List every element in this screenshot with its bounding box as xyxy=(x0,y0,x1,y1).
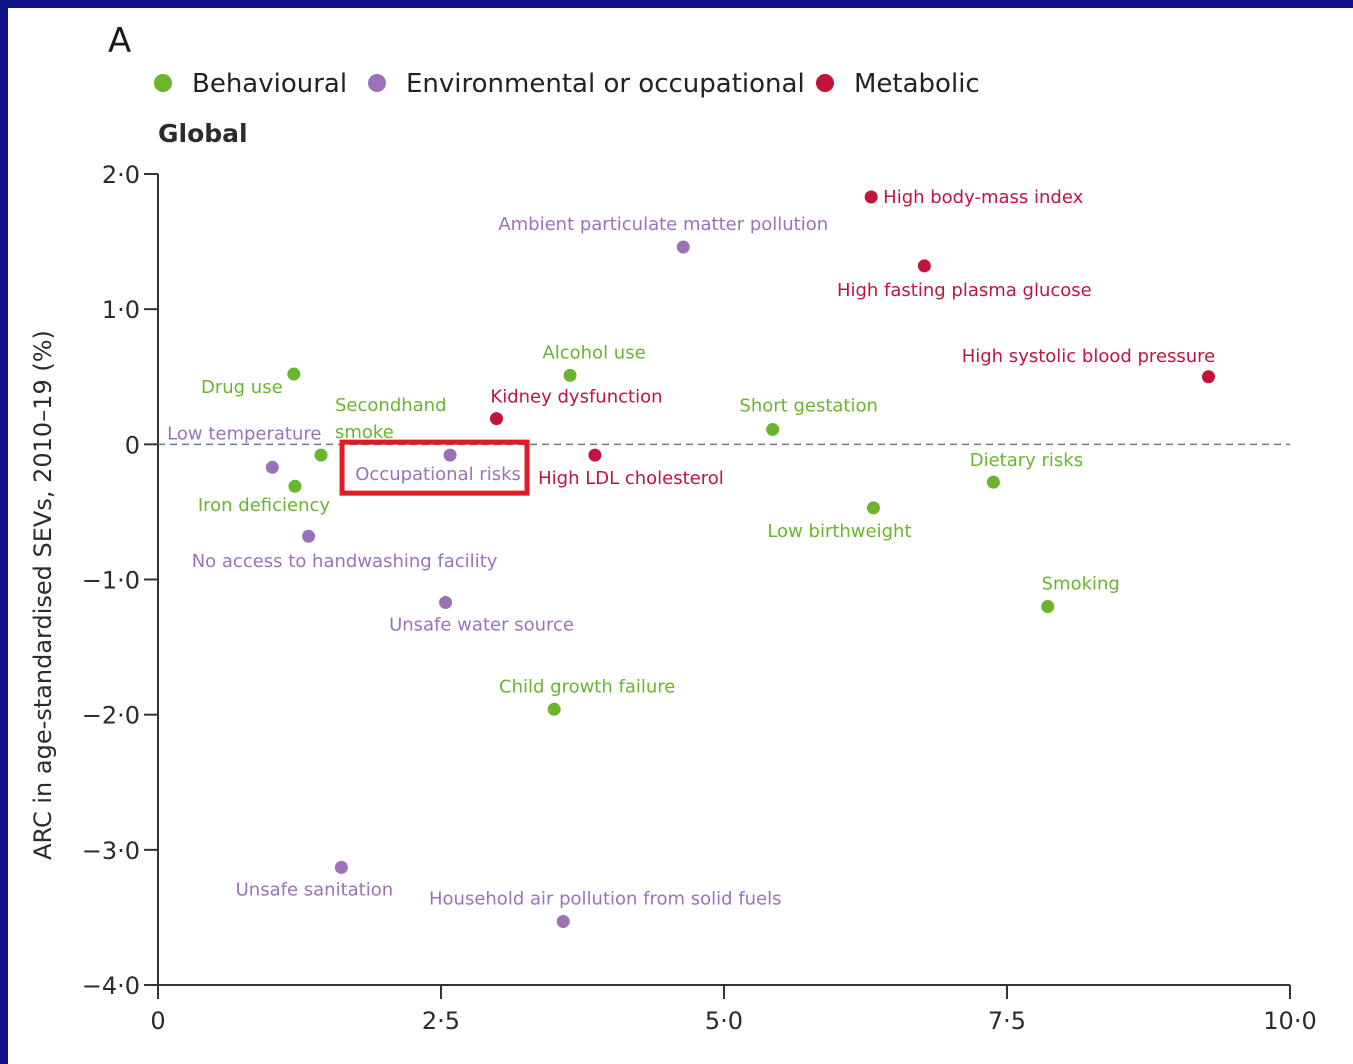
y-tick-label: −2·0 xyxy=(82,702,140,730)
y-tick-label: 0 xyxy=(125,431,140,459)
point-low-birthweight xyxy=(866,501,880,515)
label-high-systolic-blood-pressure: High systolic blood pressure xyxy=(962,346,1216,367)
point-high-systolic-blood-pressure xyxy=(1201,370,1215,384)
label-unsafe-sanitation: Unsafe sanitation xyxy=(236,879,394,900)
x-tick-label: 0 xyxy=(150,1007,165,1035)
scatter-chart: A Behavioural Environmental or occupation… xyxy=(29,21,1317,1035)
x-tick-label: 7·5 xyxy=(988,1007,1026,1035)
point-no-access-to-handwashing-facility xyxy=(302,529,316,543)
point-high-body-mass-index xyxy=(864,190,878,204)
data-labels: High body-mass index High fasting plasma … xyxy=(167,187,1215,909)
y-tick-label: −3·0 xyxy=(82,837,140,865)
point-child-growth-failure xyxy=(547,702,561,716)
legend-marker-behavioural xyxy=(154,74,172,92)
y-axis-label: ARC in age-standardised SEVs, 2010–19 (%… xyxy=(29,330,57,860)
label-iron-deficiency: Iron deficiency xyxy=(198,495,331,516)
label-smoking: Smoking xyxy=(1042,574,1120,595)
label-secondhand-smoke: Secondhand smoke xyxy=(335,395,447,443)
label-alcohol-use: Alcohol use xyxy=(542,342,645,363)
label-short-gestation: Short gestation xyxy=(739,395,877,416)
legend: Behavioural Environmental or occupational… xyxy=(154,69,980,99)
legend-marker-environmental-or-occupational xyxy=(368,74,386,92)
chart-subtitle: Global xyxy=(158,119,248,148)
label-no-access-to-handwashing-facility: No access to handwashing facility xyxy=(192,551,498,572)
y-tick-label: 1·0 xyxy=(102,296,140,324)
panel-letter: A xyxy=(108,21,131,61)
point-drug-use xyxy=(287,367,301,381)
point-unsafe-water-source xyxy=(439,595,453,609)
label-household-air-pollution-from-solid-fuels: Household air pollution from solid fuels xyxy=(429,888,782,909)
point-secondhand-smoke xyxy=(314,448,328,462)
point-high-ldl-cholesterol xyxy=(588,448,602,462)
highlight-box-group xyxy=(339,439,530,496)
point-iron-deficiency xyxy=(288,479,302,493)
legend-marker-metabolic xyxy=(816,74,834,92)
point-kidney-dysfunction xyxy=(489,412,503,426)
label-drug-use: Drug use xyxy=(201,377,283,398)
label-low-temperature: Low temperature xyxy=(167,423,321,444)
label-occupational-risks: Occupational risks xyxy=(355,464,521,485)
y-tick-label: −1·0 xyxy=(82,567,140,595)
point-dietary-risks xyxy=(986,475,1000,489)
legend-label-metabolic: Metabolic xyxy=(854,69,980,99)
label-ambient-particulate-matter-pollution: Ambient particulate matter pollution xyxy=(498,214,828,235)
point-occupational-risks xyxy=(443,448,457,462)
axes: 2·0 1·0 0 −1·0 −2·0 −3·0 −4·0 0 2·5 5·0 7·5 10·0 xyxy=(82,161,1317,1035)
point-low-temperature xyxy=(265,460,279,474)
label-low-birthweight: Low birthweight xyxy=(767,521,911,542)
legend-label-environmental-or-occupational: Environmental or occupational xyxy=(406,69,805,99)
highlight-box xyxy=(339,439,530,496)
legend-label-behavioural: Behavioural xyxy=(192,69,347,99)
point-household-air-pollution-from-solid-fuels xyxy=(556,914,570,928)
x-tick-label: 10·0 xyxy=(1263,1007,1316,1035)
x-tick-label: 2·5 xyxy=(422,1007,460,1035)
point-smoking xyxy=(1041,600,1055,614)
point-short-gestation xyxy=(766,422,780,436)
y-tick-label: 2·0 xyxy=(102,161,140,189)
label-high-body-mass-index: High body-mass index xyxy=(883,187,1083,208)
point-unsafe-sanitation xyxy=(334,860,348,874)
y-tick-label: −4·0 xyxy=(82,972,140,1000)
point-alcohol-use xyxy=(563,368,577,382)
data-points xyxy=(265,190,1215,928)
label-dietary-risks: Dietary risks xyxy=(970,450,1083,471)
point-high-fasting-plasma-glucose xyxy=(917,259,931,273)
point-ambient-particulate-matter-pollution xyxy=(676,240,690,254)
label-high-ldl-cholesterol: High LDL cholesterol xyxy=(538,468,724,489)
label-child-growth-failure: Child growth failure xyxy=(499,676,675,697)
label-unsafe-water-source: Unsafe water source xyxy=(389,614,574,635)
label-kidney-dysfunction: Kidney dysfunction xyxy=(490,387,662,408)
label-high-fasting-plasma-glucose: High fasting plasma glucose xyxy=(837,280,1092,301)
chart-panel: A Behavioural Environmental or occupation… xyxy=(8,8,1353,1064)
x-tick-label: 5·0 xyxy=(705,1007,743,1035)
